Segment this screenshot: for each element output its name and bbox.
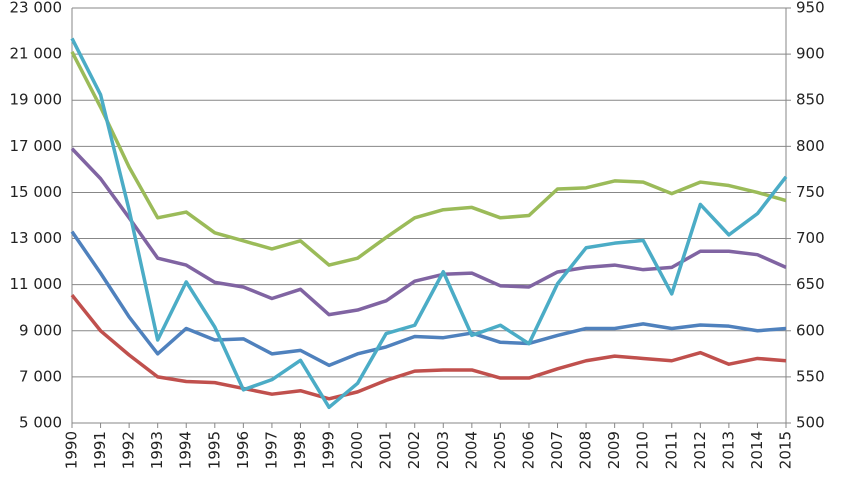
y2-tick-label: 850 [796,91,825,109]
x-tick-label: 2010 [634,431,652,469]
y-tick-label: 7 000 [19,367,62,385]
x-tick-label: 2003 [434,431,452,469]
y-tick-label: 19 000 [10,91,63,109]
y-tick-label: 17 000 [10,137,63,155]
y-tick-label: 23 000 [10,0,63,17]
x-tick-label: 2013 [719,431,737,469]
y-tick-label: 13 000 [10,229,63,247]
x-tick-label: 2009 [605,431,623,469]
x-tick-label: 2002 [405,431,423,469]
x-tick-label: 2014 [748,431,766,469]
x-tick-label: 1993 [148,431,166,469]
y-tick-label: 21 000 [10,45,63,63]
x-tick-label: 2012 [691,431,709,469]
x-tick-label: 1991 [91,431,109,469]
x-tick-label: 2004 [462,431,480,469]
y-tick-label: 5 000 [19,414,62,432]
x-tick-label: 1999 [320,431,338,469]
x-tick-label: 2015 [777,431,795,469]
x-tick-label: 2007 [548,431,566,469]
y-tick-label: 9 000 [19,321,62,339]
x-tick-label: 1998 [291,431,309,469]
y2-tick-label: 950 [796,0,825,17]
y2-tick-label: 600 [796,321,825,339]
x-tick-label: 2006 [519,431,537,469]
x-tick-label: 2008 [577,431,595,469]
series-line [70,293,787,401]
y-tick-label: 15 000 [10,183,63,201]
y2-tick-label: 500 [796,414,825,432]
y2-tick-label: 750 [796,183,825,201]
y2-tick-label: 700 [796,229,825,247]
series-line [70,51,787,267]
x-tick-label: 1997 [262,431,280,469]
x-tick-label: 1992 [120,431,138,469]
y-tick-label: 11 000 [10,275,63,293]
y2-tick-label: 550 [796,367,825,385]
series-line [70,147,787,317]
y2-tick-label: 800 [796,137,825,155]
x-tick-label: 2005 [491,431,509,469]
x-tick-label: 2000 [348,431,366,469]
x-tick-label: 1996 [234,431,252,469]
x-tick-label: 1994 [177,431,195,469]
y2-tick-label: 650 [796,275,825,293]
x-tick-label: 2001 [377,431,395,469]
y2-tick-label: 900 [796,45,825,63]
series-line [70,230,787,368]
x-tick-label: 1995 [205,431,223,469]
x-tick-label: 2011 [662,431,680,469]
x-tick-label: 1990 [63,431,81,469]
series-line [70,37,788,410]
